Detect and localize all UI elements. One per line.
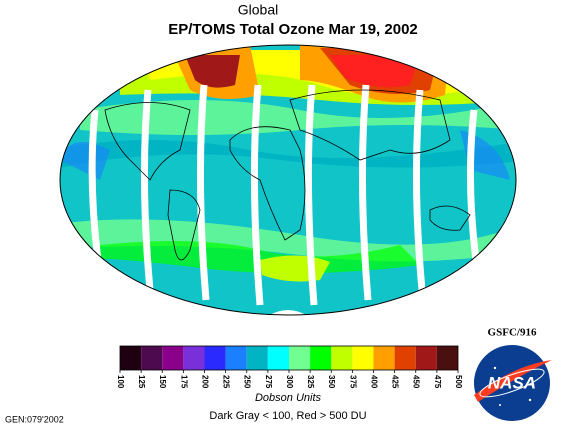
colorbar-swatch <box>120 346 142 370</box>
colorbar-tick-label: 125 <box>137 375 146 389</box>
colorbar-tick-label: 225 <box>222 375 231 389</box>
colorbar-swatch <box>394 346 416 370</box>
colorbar-swatch <box>141 346 163 370</box>
colorbar: 100 125 150 175 200 225 250 275 300 325 350 375 400 4… <box>116 345 463 389</box>
colorbar-tick-label: 375 <box>348 375 357 389</box>
colorbar-swatch <box>289 346 311 370</box>
ozone-map <box>60 45 516 315</box>
colorbar-swatch <box>352 346 374 370</box>
colorbar-swatch <box>267 346 289 370</box>
colorbar-swatch <box>331 346 353 370</box>
colorbar-tick-label: 450 <box>412 375 421 389</box>
colorbar-swatch <box>246 346 268 370</box>
logo-text: NASA <box>488 373 536 392</box>
range-note: Dark Gray < 100, Red > 500 DU <box>209 410 366 422</box>
colorbar-tick-label: 400 <box>369 375 378 389</box>
colorbar-swatch <box>183 346 205 370</box>
colorbar-swatch <box>415 346 437 370</box>
colorbar-tick-label: 350 <box>327 375 336 389</box>
region-label: Global <box>238 2 278 18</box>
colorbar-swatch <box>373 346 395 370</box>
colorbar-tick-label: 250 <box>243 375 252 389</box>
title: EP/TOMS Total Ozone Mar 19, 2002 <box>168 21 418 38</box>
colorbar-tick-label: 100 <box>116 375 125 389</box>
unit-label: Dobson Units <box>255 392 322 404</box>
colorbar-swatch <box>225 346 247 370</box>
colorbar-tick-label: 300 <box>285 375 294 389</box>
colorbar-tick-label: 475 <box>433 375 442 389</box>
credit: GSFC/916 <box>488 327 537 339</box>
footer: GEN:079'2002 <box>5 414 64 424</box>
colorbar-tick-label: 275 <box>264 375 273 389</box>
nasa-logo: NASA <box>474 345 552 421</box>
colorbar-swatch <box>436 346 458 370</box>
colorbar-tick-label: 175 <box>179 375 188 389</box>
map-outline <box>59 44 517 316</box>
colorbar-tick-label: 150 <box>158 375 167 389</box>
colorbar-tick-label: 425 <box>391 375 400 389</box>
colorbar-swatch <box>310 346 332 370</box>
colorbar-swatch <box>162 346 184 370</box>
colorbar-swatch <box>204 346 226 370</box>
colorbar-tick-label: 200 <box>200 375 209 389</box>
colorbar-tick-label: 500 <box>454 375 463 389</box>
colorbar-tick-label: 325 <box>306 375 315 389</box>
